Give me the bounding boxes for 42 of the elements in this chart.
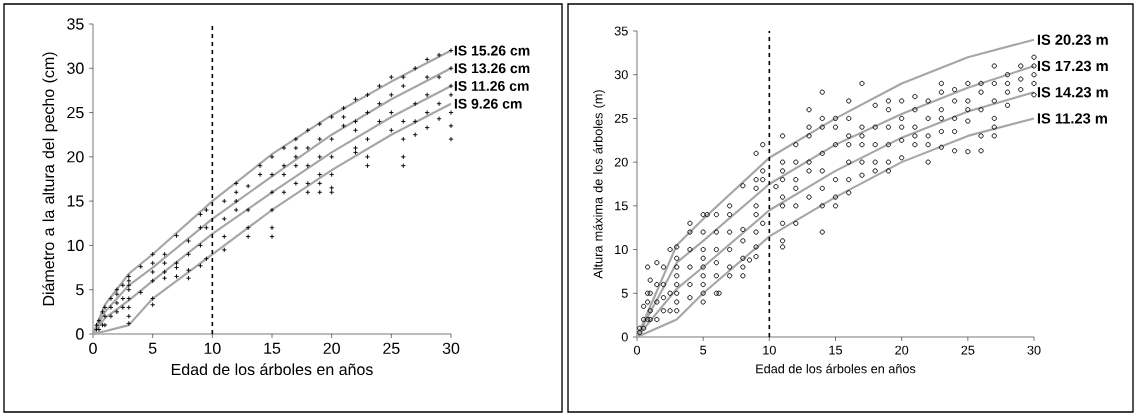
- series-label: IS 17.23 m: [1037, 60, 1108, 72]
- x-tick-label: 10: [204, 342, 221, 355]
- y-tick-label: 35: [614, 26, 628, 36]
- y-tick-label: 25: [614, 113, 628, 123]
- series-label: IS 11.23 m: [1037, 113, 1107, 124]
- series-label: IS 15.26 cm: [454, 45, 530, 56]
- series-label: IS 14.23 m: [1037, 87, 1108, 98]
- x-tick-label: 5: [148, 342, 157, 354]
- x-axis-title: Edad de los árboles en años: [171, 363, 373, 376]
- y-tick-label: 15: [615, 201, 628, 211]
- x-tick-label: 30: [442, 342, 460, 355]
- y-tick-label: 15: [67, 195, 84, 207]
- y-tick-label: 10: [67, 239, 84, 252]
- x-tick-label: 5: [700, 345, 707, 355]
- y-tick-label: 30: [614, 70, 628, 80]
- x-tick-label: 15: [829, 345, 843, 355]
- y-tick-label: 5: [621, 288, 628, 298]
- series-label: IS 11.26 cm: [454, 81, 529, 91]
- x-axis-title: Edad de los árboles en años: [756, 363, 916, 374]
- y-tick-label: 0: [621, 332, 628, 342]
- y-tick-label: 30: [67, 62, 84, 74]
- x-tick-label: 20: [895, 345, 909, 355]
- y-tick-label: 20: [67, 151, 84, 163]
- x-tick-label: 25: [383, 342, 400, 355]
- series-label: IS 20.23 m: [1037, 34, 1108, 45]
- x-tick-label: 20: [323, 342, 340, 355]
- y-tick-label: 20: [614, 157, 628, 167]
- y-tick-label: 10: [615, 245, 628, 255]
- y-tick-label: 0: [76, 328, 84, 340]
- x-tick-label: 10: [763, 345, 776, 355]
- x-tick-label: 0: [89, 342, 97, 355]
- series-label: IS 13.26 cm: [454, 63, 530, 74]
- x-tick-label: 25: [961, 345, 975, 355]
- x-tick-label: 0: [633, 345, 641, 355]
- y-tick-label: 5: [76, 284, 84, 296]
- y-tick-label: 25: [67, 106, 84, 119]
- y-axis-title: Altura máxima de los árboles (m): [593, 90, 606, 279]
- y-axis-title: Diámetro a la altura del pecho (cm): [42, 52, 58, 306]
- y-tick-label: 35: [67, 18, 84, 30]
- x-tick-label: 30: [1027, 345, 1041, 355]
- x-tick-label: 15: [264, 342, 281, 354]
- series-label: IS 9.26 cm: [454, 98, 522, 109]
